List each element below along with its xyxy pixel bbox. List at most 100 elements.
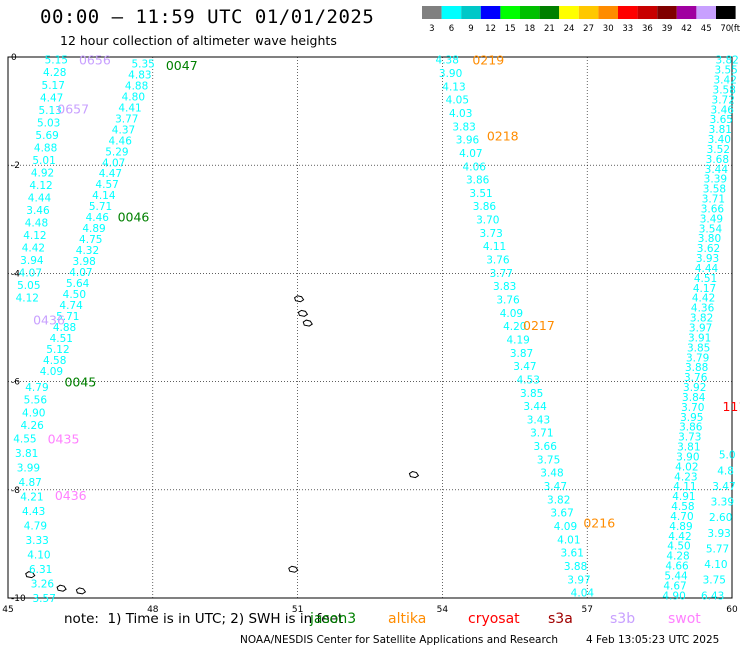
wave-height-label: 3.71 bbox=[530, 428, 553, 440]
wave-height-label: 3.77 bbox=[115, 113, 138, 125]
colorbar-tick-label: 3 bbox=[429, 24, 434, 34]
wave-height-label: 3.76 bbox=[496, 295, 520, 307]
wave-height-label: 3.48 bbox=[540, 468, 563, 480]
colorbar-tick-label: 24 bbox=[564, 24, 575, 34]
pass-time-label: 0218 bbox=[487, 128, 519, 143]
wave-height-label: 3.77 bbox=[490, 268, 513, 280]
wave-height-label: 3.52 bbox=[707, 144, 730, 156]
colorbar-tick-label: 15 bbox=[505, 24, 516, 34]
colorbar-swatch bbox=[716, 6, 736, 19]
wave-height-label: 3.51 bbox=[469, 188, 492, 200]
colorbar-swatch bbox=[696, 6, 716, 19]
wave-height-label: 3.83 bbox=[452, 121, 475, 133]
wave-height-label: 5.05 bbox=[17, 280, 40, 292]
x-tick-label: 60 bbox=[726, 605, 738, 615]
coastline-outline bbox=[408, 471, 420, 479]
wave-height-label: 3.81 bbox=[677, 442, 700, 454]
pass-time-label: 0656 bbox=[79, 53, 111, 68]
wave-height-label: 5.03 bbox=[37, 117, 60, 129]
wave-height-label: 4.47 bbox=[99, 168, 122, 180]
wave-height-label: 3.93 bbox=[707, 528, 730, 540]
wave-height-label: 4.46 bbox=[109, 135, 133, 147]
wave-height-label: 4.10 bbox=[704, 559, 727, 571]
pass-time-label: 0435 bbox=[48, 431, 80, 446]
wave-height-label: 4.41 bbox=[118, 102, 141, 114]
wave-height-label: 3.76 bbox=[486, 255, 510, 267]
wave-height-label: 5.13 bbox=[38, 105, 61, 117]
wave-height-label: 4.74 bbox=[59, 300, 83, 312]
wave-height-label: 3.80 bbox=[698, 233, 721, 245]
wave-height-label: 4.03 bbox=[449, 108, 472, 120]
wave-height-label: 4.87 bbox=[18, 477, 41, 489]
wave-height-label: 4.67 bbox=[663, 580, 686, 592]
wave-height-label: 3.75 bbox=[703, 575, 726, 587]
wave-height-label: 4.28 bbox=[43, 67, 66, 79]
wave-height-label: 3.91 bbox=[688, 332, 711, 344]
wave-height-label: 4.90 bbox=[662, 590, 685, 602]
wave-height-label: 4.8 bbox=[717, 465, 734, 477]
wave-height-label: 5.01 bbox=[32, 155, 55, 167]
wave-height-label: 4.51 bbox=[50, 333, 73, 345]
wave-height-label: 3.86 bbox=[473, 201, 497, 213]
wave-height-label: 4.79 bbox=[24, 520, 47, 532]
wave-height-label: 4.37 bbox=[112, 124, 135, 136]
colorbar-swatch bbox=[500, 6, 520, 19]
colorbar-swatch bbox=[422, 6, 442, 19]
sat-cryosat: cryosat bbox=[468, 611, 520, 627]
colorbar-swatch bbox=[539, 6, 560, 19]
wave-height-label: 4.55 bbox=[13, 433, 36, 445]
wave-height-label: 4.14 bbox=[92, 190, 116, 202]
pass-time-label: 0045 bbox=[64, 375, 96, 390]
wave-height-label: 4.38 bbox=[436, 55, 459, 67]
wave-height-label: 4.09 bbox=[40, 366, 63, 378]
wave-height-label: 4.48 bbox=[25, 218, 48, 230]
wave-height-label: 4.89 bbox=[669, 521, 692, 533]
wave-height-label: 4.10 bbox=[27, 549, 50, 561]
wave-height-label: 4.32 bbox=[76, 245, 99, 257]
wave-height-label: 3.85 bbox=[520, 388, 543, 400]
wave-height-label: 3.72 bbox=[712, 94, 735, 106]
wave-height-label: 3.57 bbox=[33, 593, 56, 605]
wave-height-label: 4.21 bbox=[20, 491, 43, 503]
colorbar-swatch bbox=[598, 6, 618, 19]
wave-height-label: 4.47 bbox=[40, 92, 63, 104]
colorbar-tick-label: 12 bbox=[485, 24, 496, 34]
wave-height-label: 3.73 bbox=[678, 432, 701, 444]
chart-subtitle: 12 hour collection of altimeter wave hei… bbox=[60, 33, 337, 48]
colorbar-tick-label: 27 bbox=[583, 24, 594, 34]
wave-height-label: 4.19 bbox=[506, 334, 529, 346]
wave-height-label: 4.88 bbox=[53, 322, 76, 334]
wave-height-label: 3.98 bbox=[72, 256, 95, 268]
colorbar-tick-label: 36 bbox=[642, 24, 653, 34]
wave-height-label: 4.92 bbox=[31, 167, 54, 179]
wave-height-label: 5.12 bbox=[46, 344, 69, 356]
wave-height-label: 3.44 bbox=[705, 164, 729, 176]
colorbar-swatch bbox=[578, 6, 599, 19]
colorbar-swatch bbox=[480, 6, 501, 19]
wave-height-label: 4.51 bbox=[694, 273, 717, 285]
colorbar-swatch bbox=[441, 6, 462, 19]
pass-time-label: 0436 bbox=[55, 488, 87, 503]
wave-height-label: 3.40 bbox=[708, 134, 731, 146]
wave-height-label: 3.46 bbox=[711, 104, 735, 116]
wave-height-label: 4.09 bbox=[500, 308, 523, 320]
wave-height-label: 4.28 bbox=[666, 551, 689, 563]
wave-height-label: 4.04 bbox=[571, 588, 595, 600]
wave-height-label: 3.92 bbox=[683, 382, 706, 394]
coastline-outline bbox=[293, 295, 305, 303]
y-tick-label: 0 bbox=[11, 53, 17, 63]
wave-height-label: 5.15 bbox=[45, 55, 68, 67]
wave-height-label: 3.47 bbox=[544, 481, 567, 493]
wave-height-label: 3.83 bbox=[493, 281, 516, 293]
wave-height-label: 5.69 bbox=[35, 130, 58, 142]
wave-height-label: 4.70 bbox=[670, 511, 693, 523]
footer-credit: NOAA/NESDIS Center for Satellite Applica… bbox=[240, 634, 558, 646]
wave-height-label: 3.26 bbox=[31, 578, 55, 590]
pass-time-label: 0047 bbox=[166, 58, 198, 73]
wave-height-label: 3.33 bbox=[25, 535, 48, 547]
wave-height-label: 3.62 bbox=[697, 243, 720, 255]
sat-s3a: s3a bbox=[548, 611, 573, 627]
wave-height-label: 4.90 bbox=[22, 407, 45, 419]
wave-height-label: 3.82 bbox=[547, 494, 570, 506]
